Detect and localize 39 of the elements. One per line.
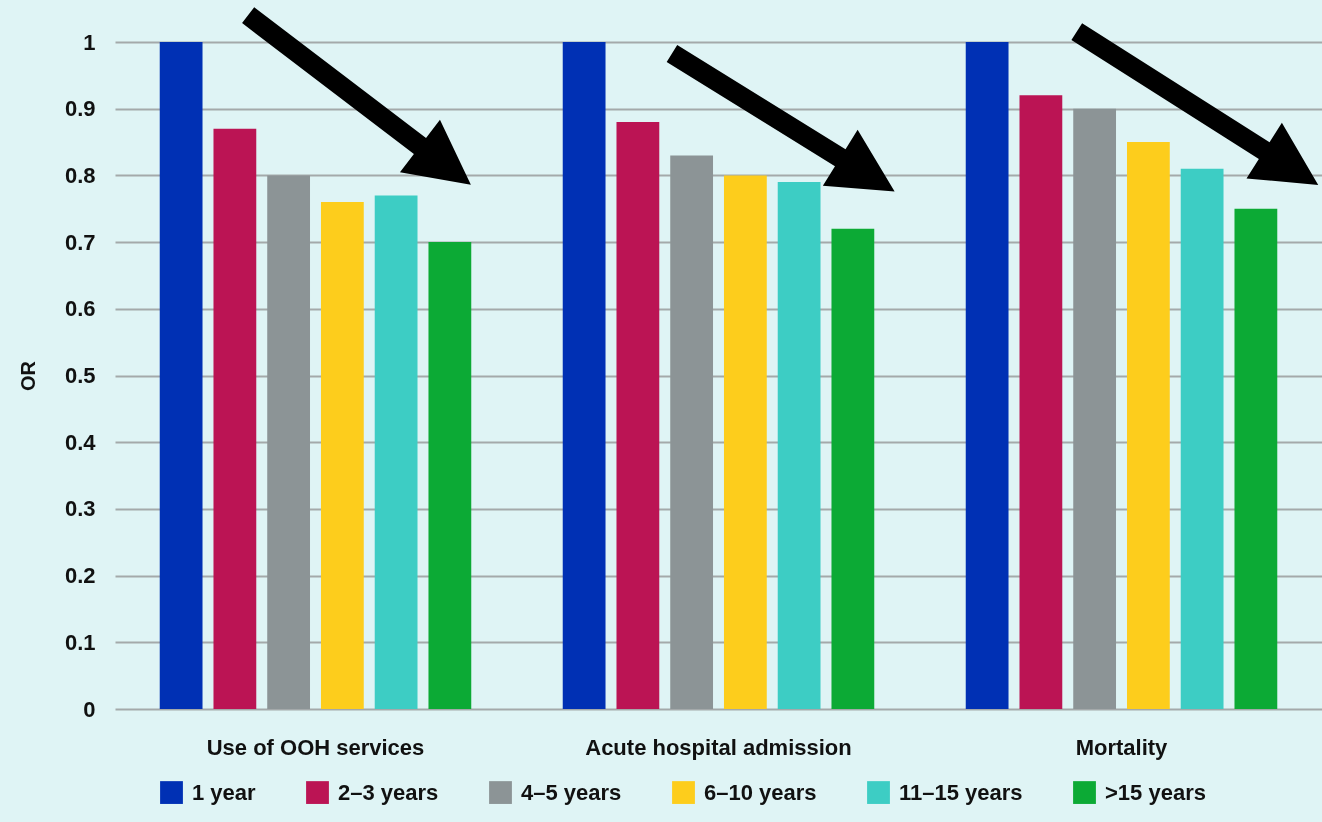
x-tick-label: Acute hospital admission	[585, 734, 852, 760]
legend-label: 6–10 years	[704, 779, 817, 805]
y-tick-label: 1	[83, 29, 96, 55]
legend-label: >15 years	[1105, 779, 1206, 805]
legend-label: 1 year	[192, 779, 257, 805]
bar	[723, 175, 767, 709]
x-tick-label: Use of OOH services	[206, 734, 425, 760]
bar	[320, 202, 364, 709]
bar	[616, 122, 660, 709]
bar	[1180, 168, 1224, 709]
bar	[670, 155, 714, 709]
legend-label: 4–5 years	[521, 779, 622, 805]
y-tick-label: 0.5	[64, 363, 96, 388]
bar	[1126, 142, 1170, 709]
y-tick-label: 0.6	[64, 296, 96, 322]
y-tick-label: 0.1	[64, 629, 96, 655]
bar	[965, 42, 1009, 709]
bar	[213, 128, 257, 709]
y-tick-label: 0	[83, 696, 96, 722]
bar	[562, 42, 606, 709]
bar	[831, 228, 875, 709]
y-tick-label: 0.2	[64, 563, 96, 589]
y-tick-label: 0.4	[64, 429, 97, 455]
x-tick-label: Mortality	[1075, 734, 1169, 760]
y-tick-label: 0.7	[64, 229, 96, 255]
bar	[1234, 208, 1278, 709]
legend-label: 11–15 years	[899, 779, 1023, 805]
bar	[777, 182, 821, 709]
y-tick-label: 0.9	[64, 96, 96, 122]
bar	[1073, 108, 1117, 709]
bar	[428, 242, 472, 709]
bar	[267, 175, 311, 709]
bar	[374, 195, 418, 709]
y-tick-label: 0.3	[64, 496, 96, 522]
legend-label: 2–3 years	[338, 779, 439, 805]
bar	[159, 42, 203, 709]
y-axis-title: OR	[16, 360, 39, 391]
y-tick-label: 0.8	[64, 162, 96, 188]
bar	[1019, 95, 1063, 709]
